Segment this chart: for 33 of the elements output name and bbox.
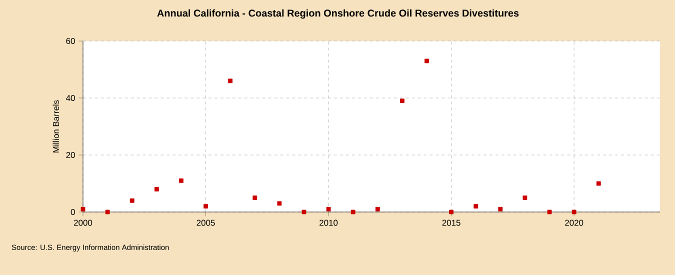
point xyxy=(547,210,552,214)
point xyxy=(596,181,601,186)
y-axis-title: Million Barrels xyxy=(52,100,59,152)
point xyxy=(204,204,208,208)
point xyxy=(80,206,86,212)
point xyxy=(474,204,478,208)
x-tick-label: 2010 xyxy=(320,220,338,226)
x-tick-label: 2000 xyxy=(74,220,92,226)
x-tick-label: 2015 xyxy=(442,220,460,226)
point xyxy=(350,210,356,214)
point xyxy=(572,210,576,214)
x-tick-label: 2005 xyxy=(196,220,215,226)
chart-title: Annual California - Coastal Region Onshore Crude Oil Reserves Divestitures xyxy=(157,9,519,19)
y-tick-label: 60 xyxy=(66,38,75,44)
point xyxy=(400,98,404,104)
point xyxy=(424,58,429,64)
point xyxy=(154,187,159,192)
point xyxy=(498,206,503,212)
point xyxy=(449,210,454,214)
y-tick-label: 20 xyxy=(66,152,75,158)
point xyxy=(130,198,134,203)
point xyxy=(179,178,184,183)
point xyxy=(277,201,282,206)
point xyxy=(252,196,258,200)
y-tick-label: 0 xyxy=(70,209,75,215)
x-tick-label: 2020 xyxy=(565,220,584,226)
point xyxy=(228,78,233,84)
point xyxy=(326,206,331,212)
point xyxy=(105,210,110,214)
point xyxy=(375,206,380,212)
point xyxy=(302,210,306,214)
point xyxy=(522,196,528,200)
y-tick-label: 40 xyxy=(66,95,75,101)
